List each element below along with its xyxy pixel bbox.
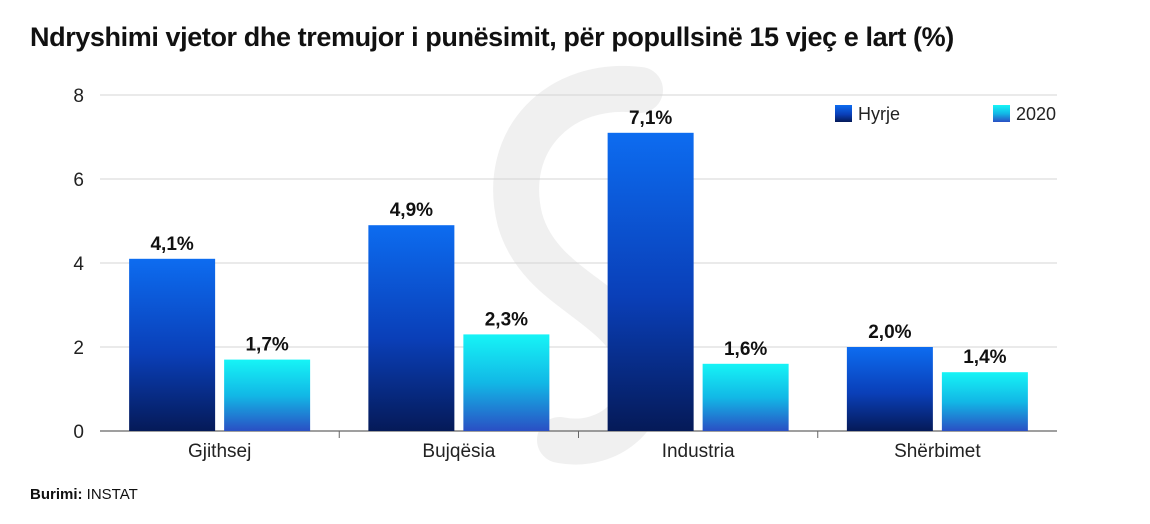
- bar: [702, 363, 789, 431]
- source-note: Burimi: INSTAT: [30, 486, 138, 503]
- data-label: 2,3%: [485, 309, 528, 330]
- data-label: 4,9%: [390, 200, 433, 221]
- source-value: INSTAT: [86, 486, 138, 503]
- legend-swatch: [993, 105, 1010, 122]
- y-tick-label: 8: [73, 86, 84, 107]
- x-tick-label: Bujqësia: [422, 441, 495, 462]
- data-label: 7,1%: [629, 108, 672, 129]
- data-label: 4,1%: [150, 234, 193, 255]
- legend-label: Hyrje: [858, 104, 900, 124]
- x-tick-label: Industria: [662, 441, 735, 462]
- y-tick-label: 0: [73, 422, 84, 443]
- y-tick-label: 4: [73, 254, 84, 275]
- data-label: 1,4%: [963, 347, 1006, 368]
- bar: [224, 359, 311, 431]
- legend-label: 2020: [1016, 104, 1056, 124]
- source-label: Burimi:: [30, 486, 83, 503]
- data-label: 1,7%: [245, 335, 288, 356]
- bar: [941, 372, 1028, 431]
- x-tick-label: Shërbimet: [894, 441, 981, 462]
- x-tick-label: Gjithsej: [188, 441, 251, 462]
- bar: [846, 347, 933, 431]
- bar: [463, 334, 550, 431]
- bar: [129, 258, 216, 431]
- y-tick-label: 6: [73, 170, 84, 191]
- chart-title: Ndryshimi vjetor dhe tremujor i punësimi…: [30, 22, 954, 52]
- y-tick-label: 2: [73, 338, 84, 359]
- bar: [607, 132, 694, 432]
- bar: [368, 225, 455, 431]
- legend-swatch: [835, 105, 852, 122]
- data-label: 2,0%: [868, 322, 911, 343]
- data-label: 1,6%: [724, 339, 767, 360]
